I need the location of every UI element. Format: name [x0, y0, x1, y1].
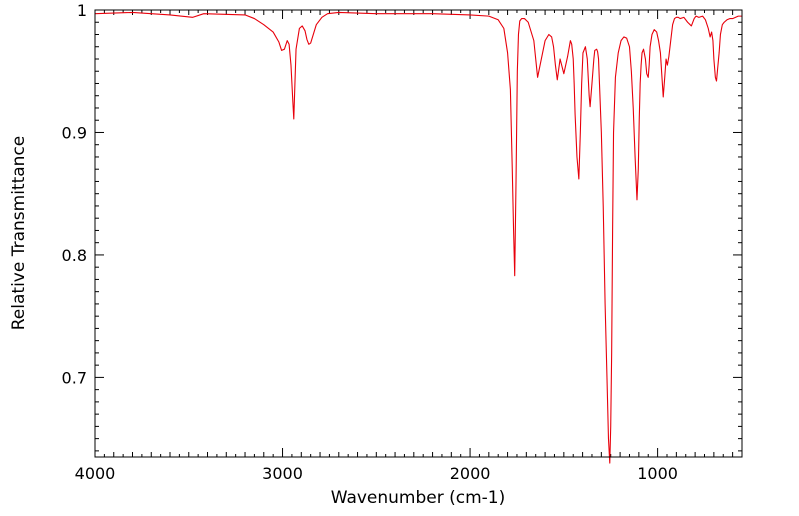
axis-tick-labels: 4000 3000 2000 1000 1 0.9 0.8 0.7	[62, 1, 678, 483]
x-tick-label: 4000	[75, 464, 116, 483]
plot-frame	[94, 9, 743, 458]
y-tick-label: 0.8	[62, 246, 87, 265]
x-tick-label: 2000	[450, 464, 491, 483]
y-axis-title: Relative Transmittance	[9, 136, 29, 331]
transmittance-line	[94, 11, 742, 464]
y-tick-label: 0.9	[62, 123, 87, 142]
y-tick-label: 0.7	[62, 368, 87, 387]
y-tick-label: 1	[77, 1, 87, 20]
x-axis-title: Wavenumber (cm-1)	[331, 488, 506, 508]
plot-background	[95, 10, 742, 457]
x-tick-label: 3000	[262, 464, 303, 483]
x-tick-label: 1000	[637, 464, 678, 483]
